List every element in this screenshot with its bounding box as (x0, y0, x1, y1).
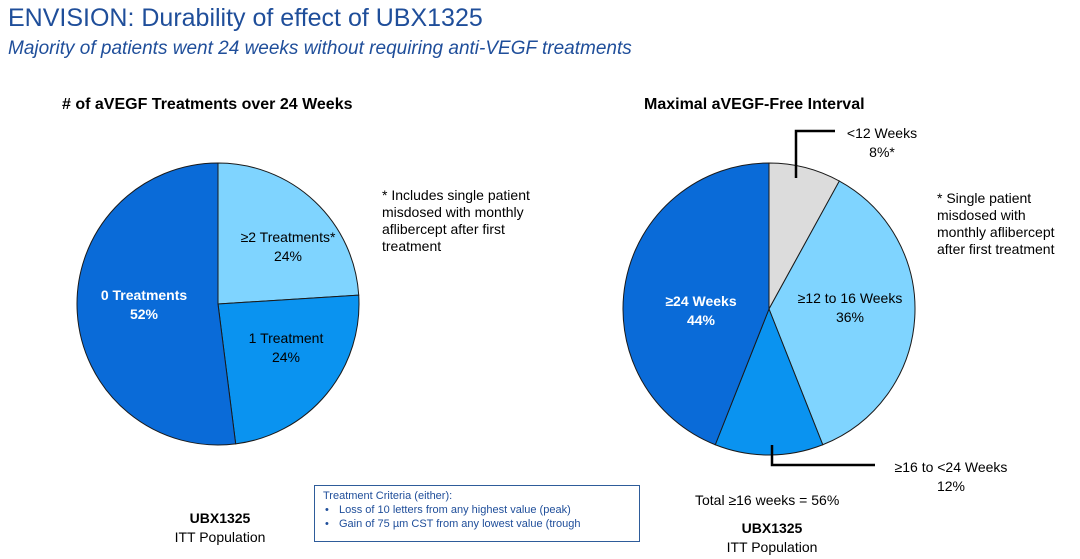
right-slice-16to24-value: 12% (936, 478, 966, 494)
left-slice-label-1: 1 Treatment 24% (226, 329, 346, 367)
right-slice-label-16to24: ≥16 to <24 Weeks 12% (876, 458, 1026, 496)
page-subtitle: Majority of patients went 24 weeks witho… (8, 38, 632, 59)
left-slice-0-name: 0 Treatments (100, 287, 188, 303)
right-slice-12to16-value: 36% (835, 309, 865, 325)
left-chart-title: # of aVEGF Treatments over 24 Weeks (62, 96, 353, 113)
right-slice-label-12to16: ≥12 to 16 Weeks 36% (780, 289, 920, 327)
left-population: UBX1325 ITT Population (150, 509, 290, 547)
right-slice-label-lt12: <12 Weeks 8%* (836, 124, 928, 162)
right-slice-16to24-name: ≥16 to <24 Weeks (894, 459, 1008, 475)
right-slice-lt12-value: 8%* (869, 144, 895, 160)
left-slice-label-0: 0 Treatments 52% (84, 286, 204, 324)
right-population: UBX1325 ITT Population (702, 519, 842, 557)
right-chart-title: Maximal aVEGF-Free Interval (644, 96, 865, 113)
right-slice-label-24plus: ≥24 Weeks 44% (646, 292, 756, 330)
right-slice-24plus-name: ≥24 Weeks (665, 293, 737, 309)
total-note: Total ≥16 weeks = 56% (695, 492, 840, 508)
criteria-item: Loss of 10 letters from any highest valu… (325, 503, 631, 517)
right-population-drug: UBX1325 (741, 520, 803, 536)
left-population-group: ITT Population (174, 529, 266, 545)
callout-line-lt12 (794, 129, 835, 178)
page-title: ENVISION: Durability of effect of UBX132… (8, 4, 483, 32)
right-slice-lt12-name: <12 Weeks (846, 125, 918, 141)
left-population-drug: UBX1325 (189, 510, 251, 526)
left-footnote: * Includes single patient misdosed with … (382, 187, 530, 254)
criteria-item: Gain of 75 µm CST from any lowest value … (325, 517, 631, 531)
callout-line-16to24 (770, 445, 875, 467)
right-slice-12to16-name: ≥12 to 16 Weeks (797, 290, 903, 306)
left-slice-1-value: 24% (271, 349, 301, 365)
right-footnote: * Single patient misdosed with monthly a… (937, 190, 1055, 257)
right-population-group: ITT Population (726, 539, 818, 555)
left-pie-slice-0 (217, 162, 360, 305)
right-pie-slice-1 (768, 180, 916, 446)
right-slice-24plus-value: 44% (686, 312, 716, 328)
left-slice-2plus-name: ≥2 Treatments* (240, 229, 336, 245)
left-slice-0-value: 52% (129, 306, 159, 322)
right-pie-slice-2 (714, 307, 824, 456)
left-pie-slice-1 (217, 294, 360, 445)
criteria-heading: Treatment Criteria (either): (323, 490, 453, 502)
left-slice-1-name: 1 Treatment (248, 330, 324, 346)
left-pie-slice-2 (76, 162, 237, 446)
left-slice-label-2plus: ≥2 Treatments* 24% (218, 228, 358, 266)
right-pie-slice-3 (622, 162, 770, 446)
criteria-list: Loss of 10 letters from any highest valu… (323, 503, 631, 531)
treatment-criteria-box: Treatment Criteria (either): Loss of 10 … (314, 485, 640, 542)
left-slice-2plus-value: 24% (273, 248, 303, 264)
